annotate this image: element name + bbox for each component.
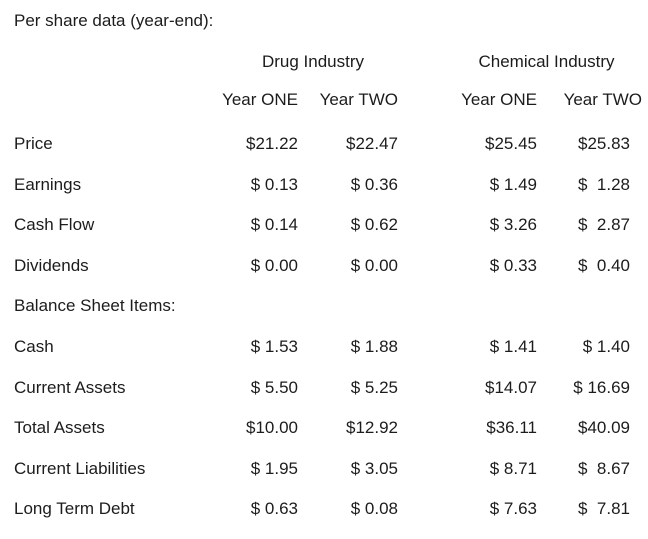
section-label: Balance Sheet Items: — [14, 296, 176, 316]
cell-value: $21.22 — [246, 133, 298, 153]
cell-value: $25.83 — [578, 133, 630, 153]
cell-value: $ 0.00 — [350, 255, 398, 275]
cell-value: $ 3.26 — [489, 215, 537, 235]
cell-value: $ 5.25 — [350, 377, 398, 397]
cell-value: $ 0.63 — [250, 499, 298, 519]
row-label: Current Liabilities — [14, 458, 146, 478]
industry-header-row: Drug Industry Chemical Industry — [14, 47, 648, 77]
cell-value: $ 1.88 — [350, 336, 398, 356]
table-body: Price $21.22 $22.47 $25.45 $25.83 Earnin… — [0, 124, 648, 530]
drug-year-two-header: Year TWO — [319, 90, 398, 109]
cell-value: $36.11 — [486, 418, 537, 438]
cell-value: $10.00 — [246, 418, 298, 438]
cell-value: $ 2.87 — [578, 215, 630, 235]
chemical-year-one-header: Year ONE — [461, 90, 537, 109]
cell-value: $ 0.36 — [350, 174, 398, 194]
table-row-current-liabilities: Current Liabilities $ 1.95 $ 3.05 $ 8.71… — [14, 448, 648, 489]
cell-value: $14.07 — [485, 377, 537, 397]
row-label: Current Assets — [14, 377, 126, 397]
year-header-row: Year ONE Year TWO Year ONE Year TWO — [14, 85, 648, 115]
table-row-earnings: Earnings $ 0.13 $ 0.36 $ 1.49 $ 1.28 — [14, 164, 648, 205]
cell-value: $ 0.08 — [350, 499, 398, 519]
row-label: Price — [14, 133, 53, 153]
cell-value: $ 0.62 — [350, 215, 398, 235]
cell-value: $ 0.33 — [489, 255, 537, 275]
cell-value: $ 1.53 — [250, 336, 298, 356]
cell-value: $ 5.50 — [250, 377, 298, 397]
cell-value: $ 8.67 — [578, 458, 630, 478]
table-row-cash: Cash $ 1.53 $ 1.88 $ 1.41 $ 1.40 — [14, 327, 648, 368]
table-row-long-term-debt: Long Term Debt $ 0.63 $ 0.08 $ 7.63 $ 7.… — [14, 489, 648, 530]
cell-value: $ 1.28 — [578, 174, 630, 194]
table-row-dividends: Dividends $ 0.00 $ 0.00 $ 0.33 $ 0.40 — [14, 245, 648, 286]
row-label: Dividends — [14, 255, 89, 275]
cell-value: $ 0.40 — [578, 255, 630, 275]
cell-value: $ 16.69 — [573, 377, 630, 397]
cell-value: $ 1.40 — [582, 336, 630, 356]
cell-value: $ 1.49 — [489, 174, 537, 194]
table-row-total-assets: Total Assets $10.00 $12.92 $36.11 $40.09 — [14, 408, 648, 449]
cell-value: $ 7.81 — [578, 499, 630, 519]
table-row-cash-flow: Cash Flow $ 0.14 $ 0.62 $ 3.26 $ 2.87 — [14, 205, 648, 246]
cell-value: $ 0.13 — [250, 174, 298, 194]
chemical-year-two-header: Year TWO — [563, 90, 642, 109]
chemical-industry-header: Chemical Industry — [478, 52, 615, 71]
cell-value: $22.47 — [346, 133, 398, 153]
table-row-balance-sheet-items: Balance Sheet Items: — [14, 286, 648, 327]
cell-value: $ 1.41 — [489, 336, 537, 356]
cell-value: $12.92 — [346, 418, 398, 438]
cell-value: $ 3.05 — [350, 458, 398, 478]
row-label: Long Term Debt — [14, 499, 135, 519]
cell-value: $25.45 — [485, 133, 537, 153]
cell-value: $ 0.14 — [250, 215, 298, 235]
cell-value: $ 1.95 — [250, 458, 298, 478]
drug-industry-header: Drug Industry — [261, 52, 365, 71]
cell-value: $ 0.00 — [250, 255, 298, 275]
row-label: Cash Flow — [14, 215, 95, 235]
table-row-price: Price $21.22 $22.47 $25.45 $25.83 — [14, 124, 648, 165]
cell-value: $ 8.71 — [489, 458, 537, 478]
cell-value: $40.09 — [578, 418, 630, 438]
drug-year-one-header: Year ONE — [222, 90, 298, 109]
cell-value: $ 7.63 — [489, 499, 537, 519]
row-label: Earnings — [14, 174, 82, 194]
sheet-title: Per share data (year-end): — [14, 11, 214, 30]
row-label: Cash — [14, 336, 54, 356]
table-row-current-assets: Current Assets $ 5.50 $ 5.25 $14.07 $ 16… — [14, 367, 648, 408]
row-label: Total Assets — [14, 418, 105, 438]
